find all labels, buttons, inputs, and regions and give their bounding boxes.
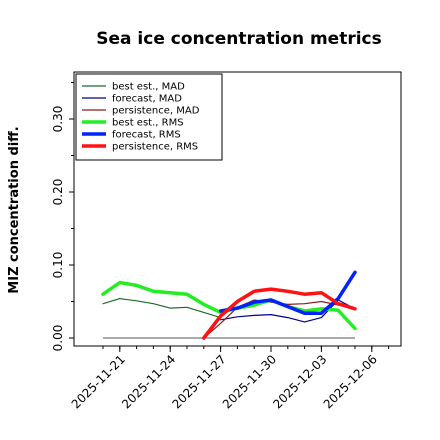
x-tick-label: 2025-12-06 xyxy=(321,352,380,411)
series-line-3 xyxy=(101,280,357,331)
legend-label-5: persistence, RMS xyxy=(112,142,198,153)
series-line-0 xyxy=(102,298,222,319)
legend-label-1: forecast, MAD xyxy=(112,94,182,105)
y-tick-label: 0.00 xyxy=(51,325,65,352)
y-axis-label: MIZ concentration diff. xyxy=(7,126,22,293)
y-tick-label: 0.10 xyxy=(51,252,65,279)
chart-title: Sea ice concentration metrics xyxy=(96,29,382,49)
y-tick-label: 0.30 xyxy=(51,106,65,133)
series-line-1 xyxy=(220,299,356,323)
series-line-5 xyxy=(202,287,357,340)
y-tick-label: 0.20 xyxy=(51,179,65,206)
legend-label-0: best est., MAD xyxy=(112,82,185,93)
series-line-4 xyxy=(218,270,357,315)
legend-label-4: forecast, RMS xyxy=(112,130,181,141)
legend-label-3: best est., RMS xyxy=(112,118,184,129)
legend-label-2: persistence, MAD xyxy=(112,106,200,117)
